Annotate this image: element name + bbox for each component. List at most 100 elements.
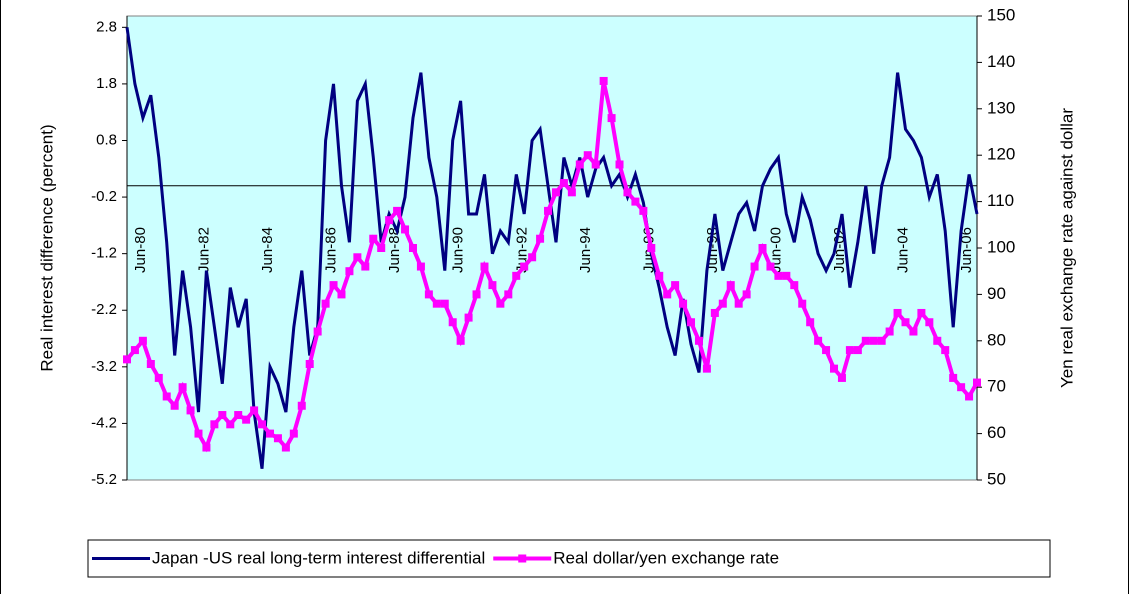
series-marker <box>146 360 155 368</box>
x-tick-label: Jun-84 <box>259 227 276 273</box>
y-tick-label: -4.2 <box>91 414 117 431</box>
series-marker <box>178 383 187 392</box>
series-marker <box>941 346 950 355</box>
series-marker <box>544 206 553 215</box>
series-marker <box>250 406 259 415</box>
series-marker <box>504 290 513 299</box>
series-marker <box>401 225 410 234</box>
series-marker <box>607 114 616 123</box>
series-marker <box>456 336 465 345</box>
y2-tick-label: 70 <box>987 377 1006 396</box>
series-marker <box>869 336 878 345</box>
series-marker <box>297 401 306 410</box>
y2-tick-label: 90 <box>987 284 1006 303</box>
series-marker <box>361 262 370 271</box>
series-marker <box>702 364 711 373</box>
series-marker <box>766 262 775 271</box>
series-marker <box>194 429 203 438</box>
series-marker <box>798 299 807 308</box>
series-marker <box>154 373 163 382</box>
legend-label: Japan -US real long-term interest differ… <box>152 548 485 567</box>
y-tick-label: -0.2 <box>91 188 117 205</box>
series-marker <box>790 281 799 290</box>
series-marker <box>536 234 545 243</box>
series-marker <box>909 327 918 336</box>
series-marker <box>218 411 227 420</box>
y2-tick-label: 110 <box>987 191 1014 210</box>
series-marker <box>416 262 425 271</box>
series-marker <box>837 373 846 382</box>
series-marker <box>806 318 815 327</box>
series-marker <box>973 378 981 387</box>
series-marker <box>369 234 378 243</box>
legend-marker <box>518 554 527 563</box>
series-marker <box>655 271 664 280</box>
series-marker <box>408 244 417 252</box>
x-tick-label: Jun-00 <box>767 227 784 273</box>
y-tick-label: -2.2 <box>91 301 117 318</box>
y-tick-label: 2.8 <box>96 18 117 35</box>
series-marker <box>440 299 449 308</box>
series-marker <box>750 262 759 271</box>
series-marker <box>472 290 481 299</box>
series-marker <box>551 188 560 197</box>
series-marker <box>520 262 529 271</box>
series-marker <box>901 318 910 327</box>
series-marker <box>488 281 497 290</box>
x-tick-label: Jun-06 <box>958 227 975 273</box>
series-marker <box>893 308 902 317</box>
series-marker <box>385 216 394 225</box>
series-marker <box>480 262 489 271</box>
y2-tick-label: 140 <box>987 52 1015 71</box>
series-marker <box>226 420 235 429</box>
series-marker <box>234 411 243 420</box>
series-marker <box>687 318 696 327</box>
y-tick-label: 1.8 <box>96 75 117 92</box>
series-marker <box>647 244 656 252</box>
series-marker <box>258 420 267 429</box>
series-marker <box>130 346 139 355</box>
series-marker <box>432 299 441 308</box>
series-marker <box>694 336 703 345</box>
series-marker <box>265 429 274 438</box>
series-marker <box>424 290 433 299</box>
series-marker <box>853 346 862 355</box>
series-marker <box>567 188 576 197</box>
series-marker <box>273 434 282 443</box>
series-marker <box>615 160 624 169</box>
series-marker <box>170 401 179 410</box>
x-tick-label: Jun-90 <box>450 227 467 273</box>
series-marker <box>710 308 719 317</box>
series-marker <box>345 267 354 276</box>
series-marker <box>822 346 831 355</box>
series-marker <box>591 160 600 169</box>
series-marker <box>679 299 688 308</box>
y-tick-label: -5.2 <box>91 471 117 488</box>
series-marker <box>393 206 402 215</box>
y-tick-label: 0.8 <box>96 131 117 148</box>
x-tick-label: Jun-82 <box>196 227 213 273</box>
series-marker <box>957 383 966 392</box>
series-marker <box>329 281 338 290</box>
series-marker <box>949 373 958 382</box>
series-marker <box>845 346 854 355</box>
legend <box>87 539 1051 578</box>
x-tick-label: Jun-80 <box>132 227 149 273</box>
y2-tick-label: 60 <box>987 423 1006 442</box>
series-marker <box>639 206 648 215</box>
y2-tick-label: 50 <box>987 469 1006 488</box>
y-tick-label: -1.2 <box>91 245 117 262</box>
series-marker <box>186 406 195 415</box>
y2-tick-label: 100 <box>987 237 1015 256</box>
y2-tick-label: 120 <box>987 145 1015 164</box>
series-marker <box>599 76 608 85</box>
series-marker <box>321 299 330 308</box>
series-marker <box>138 336 147 345</box>
series-marker <box>917 308 926 317</box>
series-marker <box>202 443 211 452</box>
series-marker <box>758 244 767 252</box>
series-marker <box>583 151 592 160</box>
legend-label: Real dollar/yen exchange rate <box>553 548 779 567</box>
series-marker <box>289 429 298 438</box>
series-marker <box>925 318 934 327</box>
